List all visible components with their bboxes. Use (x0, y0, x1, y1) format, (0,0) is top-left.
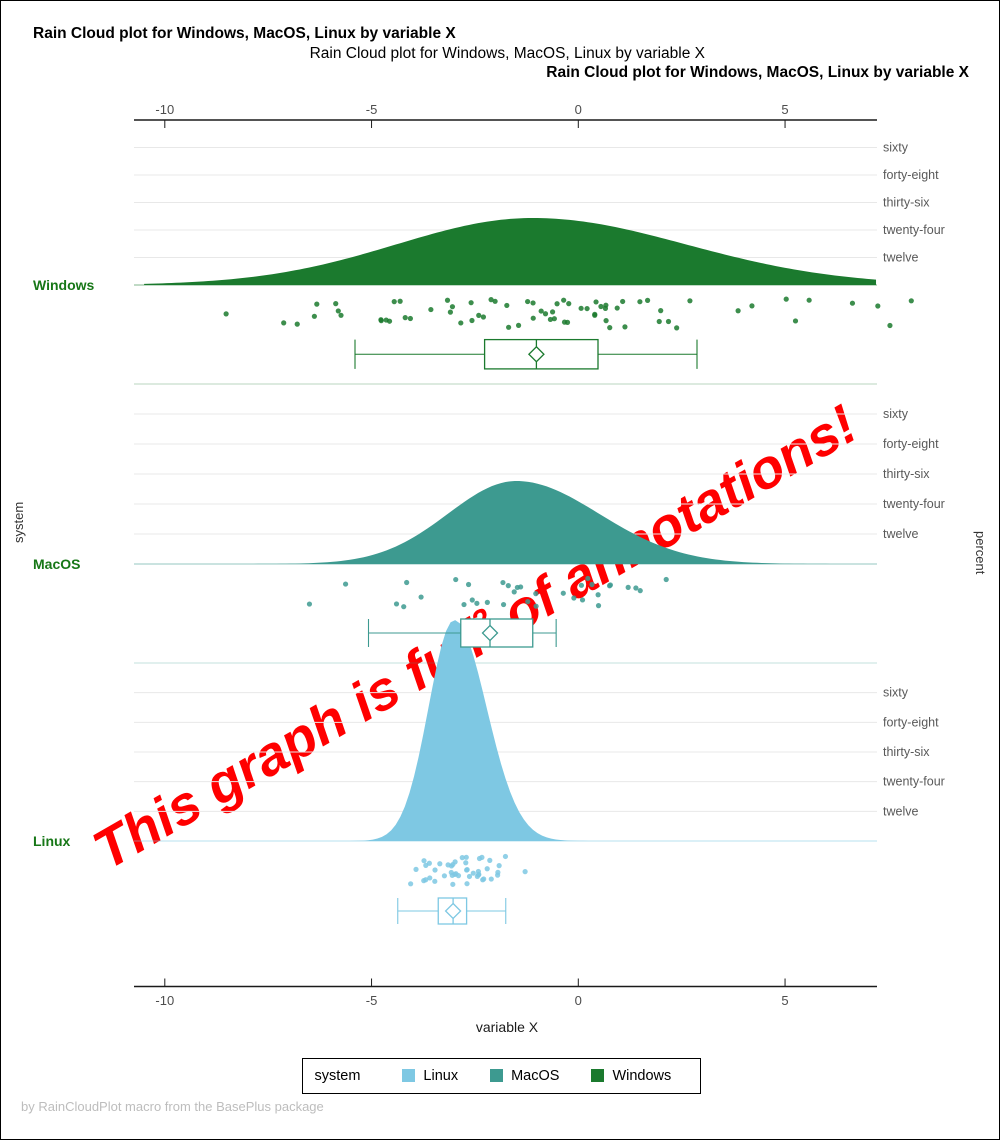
svg-text:-10: -10 (155, 102, 174, 117)
svg-text:forty-eight: forty-eight (883, 715, 939, 729)
svg-text:sixty: sixty (883, 686, 909, 700)
svg-text:thirty-six: thirty-six (883, 467, 930, 481)
svg-text:twenty-four: twenty-four (883, 775, 945, 789)
svg-text:twenty-four: twenty-four (883, 497, 945, 511)
svg-text:twelve: twelve (883, 804, 918, 818)
svg-text:twelve: twelve (883, 527, 918, 541)
svg-text:5: 5 (781, 993, 788, 1008)
svg-text:0: 0 (575, 993, 582, 1008)
svg-text:-5: -5 (366, 102, 378, 117)
svg-text:5: 5 (781, 102, 788, 117)
svg-text:thirty-six: thirty-six (883, 196, 930, 210)
svg-text:-5: -5 (366, 993, 378, 1008)
svg-text:-10: -10 (155, 993, 174, 1008)
svg-text:sixty: sixty (883, 407, 909, 421)
svg-text:twenty-four: twenty-four (883, 223, 945, 237)
svg-text:forty-eight: forty-eight (883, 168, 939, 182)
svg-text:sixty: sixty (883, 141, 909, 155)
svg-text:forty-eight: forty-eight (883, 437, 939, 451)
svg-text:thirty-six: thirty-six (883, 745, 930, 759)
svg-text:0: 0 (575, 102, 582, 117)
svg-text:twelve: twelve (883, 251, 918, 265)
